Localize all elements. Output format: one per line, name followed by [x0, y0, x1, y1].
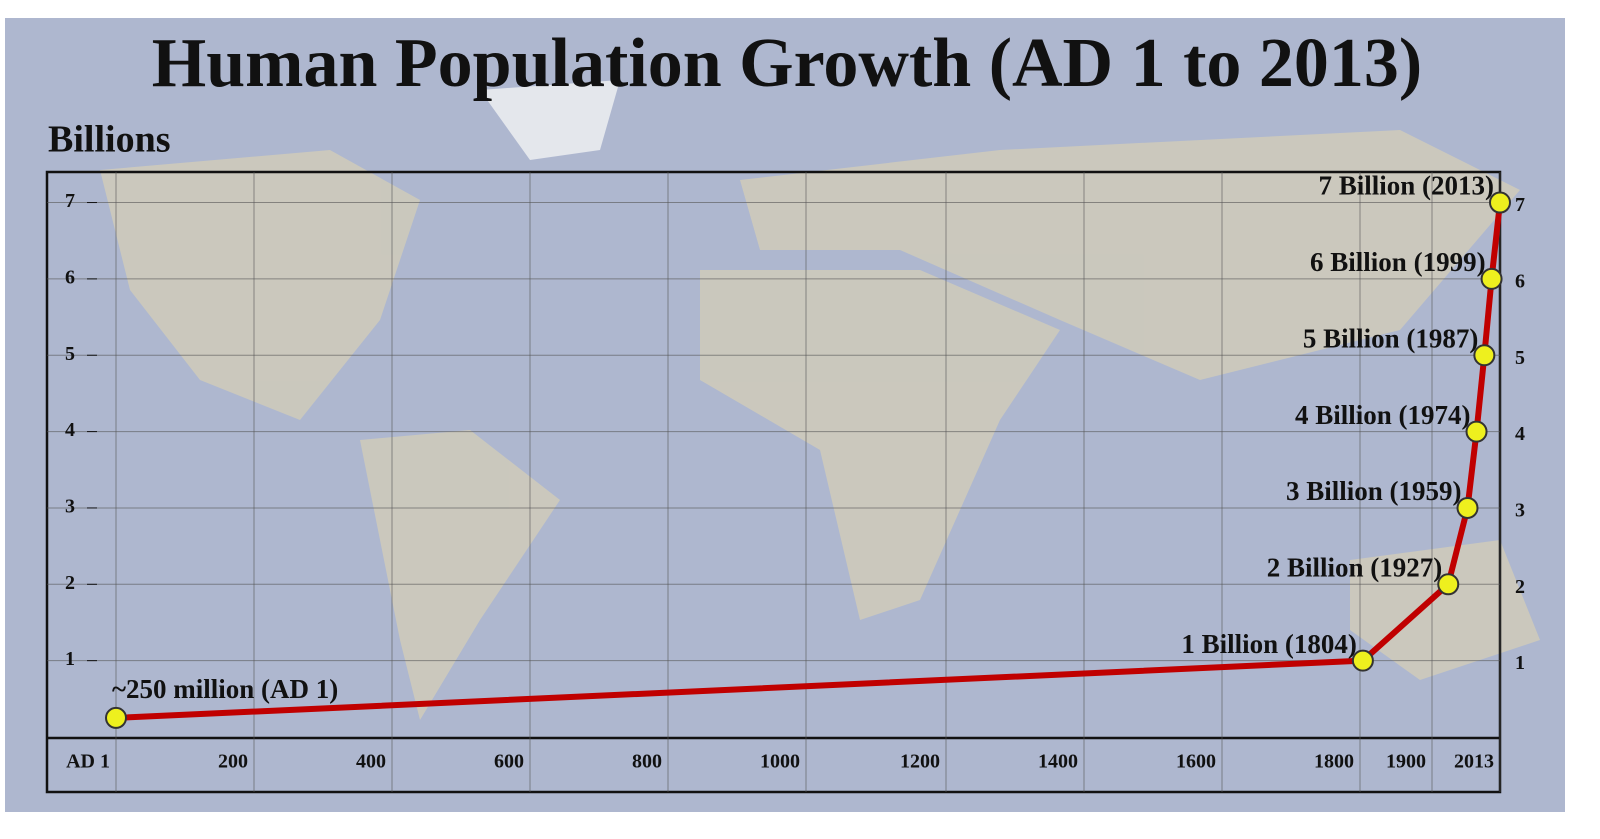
- point-label: 4 Billion (1974): [1295, 400, 1471, 430]
- point-label: 3 Billion (1959): [1286, 476, 1462, 506]
- x-tick-label: 1000: [760, 751, 800, 773]
- y-tick-label-right: 5: [1515, 347, 1525, 369]
- data-point: [1480, 267, 1503, 290]
- y-tick-label: 1: [65, 648, 75, 670]
- chart-title: Human Population Growth (AD 1 to 2013): [152, 25, 1422, 102]
- y-tick-label-right: 6: [1515, 270, 1525, 292]
- x-tick-label: 400: [356, 751, 386, 773]
- y-tick-label: 2: [65, 572, 75, 594]
- y-tick-label: 7: [65, 190, 75, 212]
- x-tick-label: 600: [494, 751, 524, 773]
- y-tick-label-right: 4: [1515, 423, 1525, 445]
- point-label: ~250 million (AD 1): [112, 674, 338, 704]
- point-label: 7 Billion (2013): [1318, 171, 1494, 201]
- data-point: [1489, 191, 1511, 214]
- y-tick-label: 3: [65, 496, 75, 518]
- point-label: 5 Billion (1987): [1303, 323, 1479, 353]
- x-tick-label: 1600: [1176, 751, 1216, 773]
- y-tick-label-right: 7: [1515, 194, 1525, 216]
- x-tick-label: 1400: [1038, 751, 1078, 773]
- x-tick-label: AD 1: [66, 751, 110, 773]
- point-label: 1 Billion (1804): [1181, 629, 1357, 659]
- y-tick-label-right: 2: [1515, 576, 1525, 598]
- x-tick-label: 800: [632, 751, 662, 773]
- x-tick-label: 1200: [900, 751, 940, 773]
- data-point: [1465, 420, 1488, 443]
- point-label: 2 Billion (1927): [1267, 553, 1443, 583]
- y-tick-label: 4: [65, 419, 75, 441]
- x-tick-label: 1800: [1314, 751, 1354, 773]
- data-point: [1351, 649, 1374, 672]
- population-line: [115, 202, 1503, 721]
- data-point: [105, 706, 127, 729]
- y-tick-label-right: 1: [1515, 652, 1525, 674]
- x-tick-label: 200: [218, 751, 248, 773]
- y-axis-title: Billions: [48, 119, 171, 161]
- point-label: 6 Billion (1999): [1310, 247, 1486, 277]
- map-veil: [5, 18, 1565, 812]
- data-point: [1437, 573, 1460, 596]
- data-point: [1473, 344, 1496, 367]
- continents: [100, 80, 1540, 720]
- y-tick-label: 5: [65, 343, 75, 365]
- x-tick-label: 1900: [1386, 751, 1426, 773]
- y-tick-label: 6: [65, 266, 75, 288]
- y-tick-label-right: 3: [1515, 500, 1525, 522]
- data-point: [1456, 496, 1479, 519]
- x-tick-label: 2013: [1454, 751, 1494, 773]
